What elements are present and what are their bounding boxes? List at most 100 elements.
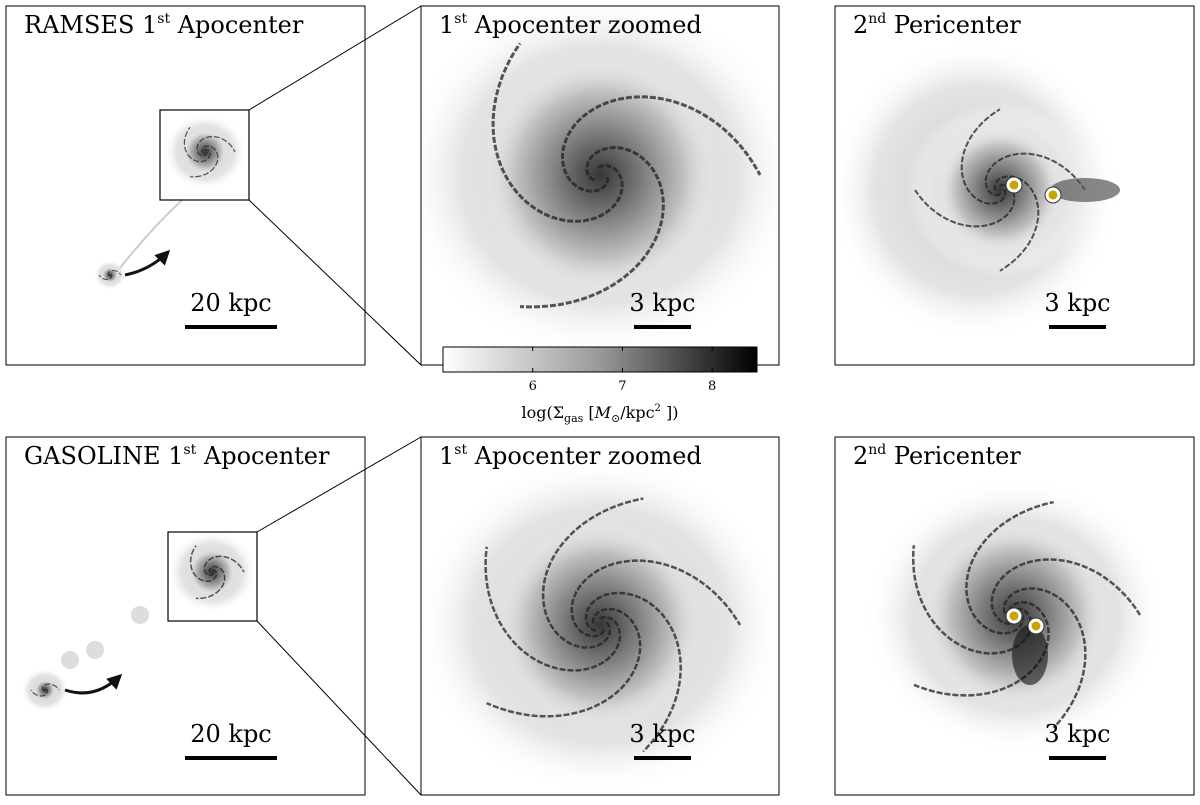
panel (865, 477, 1165, 753)
title-text: 1 (439, 11, 454, 39)
scale-bar-label: 3 kpc (1044, 289, 1110, 317)
spiral-arm (984, 152, 1086, 197)
panel-title: GASOLINE 1st Apocenter (24, 442, 330, 470)
panel-title: RAMSES 1st Apocenter (24, 11, 304, 39)
spiral-arm (98, 273, 113, 280)
gas-disk (936, 126, 1064, 254)
panel-title: 1st Apocenter zoomed (439, 11, 702, 39)
title-text: 1 (439, 442, 454, 470)
label-superscript: 2 (655, 403, 661, 414)
panel-title: 2nd Pericenter (853, 11, 1021, 39)
spiral-arm (195, 565, 226, 600)
colorbar-tick-label: 6 (529, 379, 537, 394)
spiral-arm (107, 270, 122, 277)
spiral-arm (965, 500, 1054, 635)
title-text: Apocenter (170, 11, 304, 39)
spiral-arm (560, 95, 762, 193)
trail (119, 199, 183, 269)
panel-frame (5, 436, 366, 796)
spiral-arm (484, 546, 622, 672)
colorbar-tick-label: 8 (708, 379, 716, 394)
spiral-arm (519, 146, 665, 309)
tidal-tail (1050, 178, 1120, 202)
zoom-box (167, 531, 258, 622)
label-text: ]) (661, 403, 679, 422)
title-superscript: st (454, 11, 467, 27)
label-text: log(Σ (522, 403, 565, 422)
spiral-arm (196, 136, 236, 157)
spiral-arm (570, 559, 742, 638)
gas-disk (495, 520, 705, 730)
title-text: RAMSES 1 (24, 11, 157, 39)
title-text: Apocenter zoomed (467, 442, 702, 470)
arrow (64, 673, 123, 695)
spiral-arm (960, 108, 1007, 205)
gas-disk (34, 679, 56, 701)
panel-title: 2nd Pericenter (853, 442, 1021, 470)
colorbar (442, 346, 758, 373)
panel-frame (5, 5, 366, 366)
spiral-arm (183, 126, 211, 163)
panel (421, 6, 779, 359)
label-subscript: gas (564, 412, 584, 425)
zoom-box (159, 109, 250, 201)
panel (94, 113, 247, 290)
colorbar-tick-label: 7 (618, 379, 626, 394)
title-text: 2 (853, 442, 868, 470)
scale-bar-label: 3 kpc (629, 289, 695, 317)
gas-clump (86, 641, 104, 659)
spiral-arm (491, 42, 624, 223)
spiral-arm (914, 183, 1016, 228)
spiral-arm (990, 558, 1142, 626)
galaxy-center-dot (1031, 621, 1041, 631)
title-text: GASOLINE 1 (24, 442, 183, 470)
arrow (124, 249, 171, 277)
gas-disk (182, 129, 228, 175)
spiral-arm (30, 688, 48, 697)
label-text: [ (583, 403, 594, 422)
label-text: /kpc (620, 403, 654, 422)
panel-frame (834, 5, 1195, 366)
panel-frame (420, 436, 780, 796)
spiral-arm (584, 591, 682, 753)
gas-disk (101, 266, 119, 284)
spiral-arm (993, 175, 1040, 272)
spiral-arm (541, 497, 644, 649)
title-superscript: st (454, 442, 467, 458)
title-superscript: st (183, 442, 196, 458)
gas-disk (480, 55, 720, 295)
dense-core (1012, 625, 1048, 685)
title-text: 2 (853, 11, 868, 39)
panel (21, 530, 257, 713)
panel-title: 1st Apocenter zoomed (439, 442, 702, 470)
spiral-arm (203, 555, 245, 576)
colorbar-label: log(Σgas [M⊙/kpc2 ]) (522, 403, 679, 425)
title-text: Apocenter zoomed (467, 11, 702, 39)
zoom-line (248, 199, 422, 366)
gas-clump (131, 606, 149, 624)
title-text: Pericenter (886, 442, 1021, 470)
spiral-arm (1002, 587, 1087, 729)
spiral-arm (486, 607, 642, 718)
zoom-line (248, 5, 422, 111)
panel (835, 40, 1120, 340)
zoom-line (256, 436, 422, 533)
zoom-line (256, 620, 422, 796)
panel-frame (834, 436, 1195, 796)
spiral-arm (42, 683, 60, 692)
gas-disk (188, 548, 236, 596)
spiral-arm (189, 145, 219, 178)
scale-bar-label: 20 kpc (190, 289, 272, 317)
title-superscript: st (157, 11, 170, 27)
panel (421, 454, 779, 795)
scale-bar-label: 3 kpc (1044, 720, 1110, 748)
title-text: Apocenter (196, 442, 330, 470)
title-superscript: nd (868, 442, 886, 458)
galaxy-center-dot (1009, 180, 1019, 190)
gas-clump (61, 651, 79, 669)
scale-bar-label: 3 kpc (629, 720, 695, 748)
label-subscript: ⊙ (611, 412, 620, 425)
title-superscript: nd (868, 11, 886, 27)
